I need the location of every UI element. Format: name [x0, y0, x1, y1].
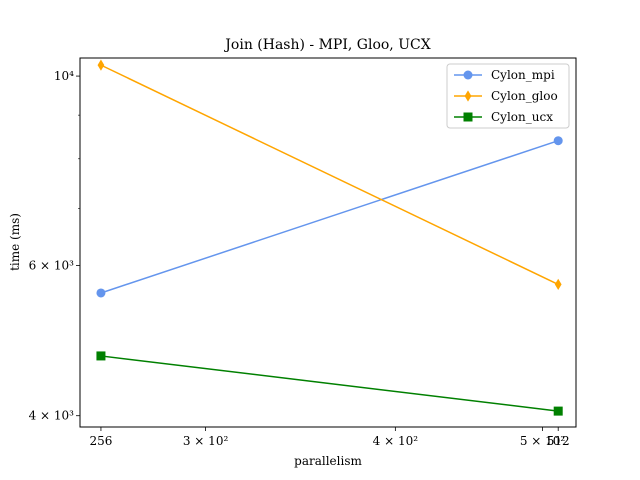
- y-axis: 4 × 10³ 6 × 10³ 10⁴: [29, 69, 80, 423]
- x-tick-label: 512: [547, 434, 570, 448]
- legend-box: [446, 63, 570, 129]
- legend-label: Cylon_mpi: [491, 68, 555, 82]
- series-line: [100, 64, 559, 286]
- series-line: [100, 139, 559, 294]
- legend-entry: Cylon_ucx: [454, 110, 553, 124]
- y-tick-label: 10⁴: [54, 69, 74, 83]
- y-tick-label: 4 × 10³: [29, 409, 75, 423]
- series-cylon-ucx: [96, 351, 563, 416]
- x-tick-label: 256: [89, 434, 112, 448]
- square-marker: [463, 112, 473, 122]
- circle-marker: [553, 136, 563, 146]
- x-tick-label: 3 × 10²: [183, 434, 229, 448]
- diamond-marker: [464, 90, 472, 102]
- y-tick-label: 6 × 10³: [29, 258, 75, 272]
- series-cylon-gloo: [97, 59, 562, 291]
- x-tick-label: 4 × 10²: [373, 434, 419, 448]
- legend-label: Cylon_ucx: [491, 110, 553, 124]
- series-cylon-mpi: [96, 136, 563, 298]
- diamond-marker: [97, 59, 105, 71]
- x-tick-label: 5 × 10²: [520, 434, 566, 448]
- x-axis-label: parallelism: [294, 454, 362, 468]
- diamond-marker: [554, 278, 562, 291]
- legend-label: Cylon_gloo: [491, 89, 558, 103]
- chart-title: Join (Hash) - MPI, Gloo, UCX: [223, 37, 430, 53]
- circle-marker: [96, 288, 106, 298]
- square-marker: [553, 406, 563, 416]
- plot-frame: [79, 57, 577, 428]
- legend-entry: Cylon_mpi: [454, 68, 555, 82]
- legend: Cylon_mpi Cylon_gloo Cylon_ucx: [446, 63, 570, 129]
- circle-marker: [463, 70, 473, 80]
- series-line: [100, 355, 559, 412]
- square-marker: [96, 351, 106, 361]
- plot-area: [96, 59, 563, 416]
- y-axis-label: time (ms): [8, 213, 22, 271]
- legend-entry: Cylon_gloo: [454, 89, 558, 103]
